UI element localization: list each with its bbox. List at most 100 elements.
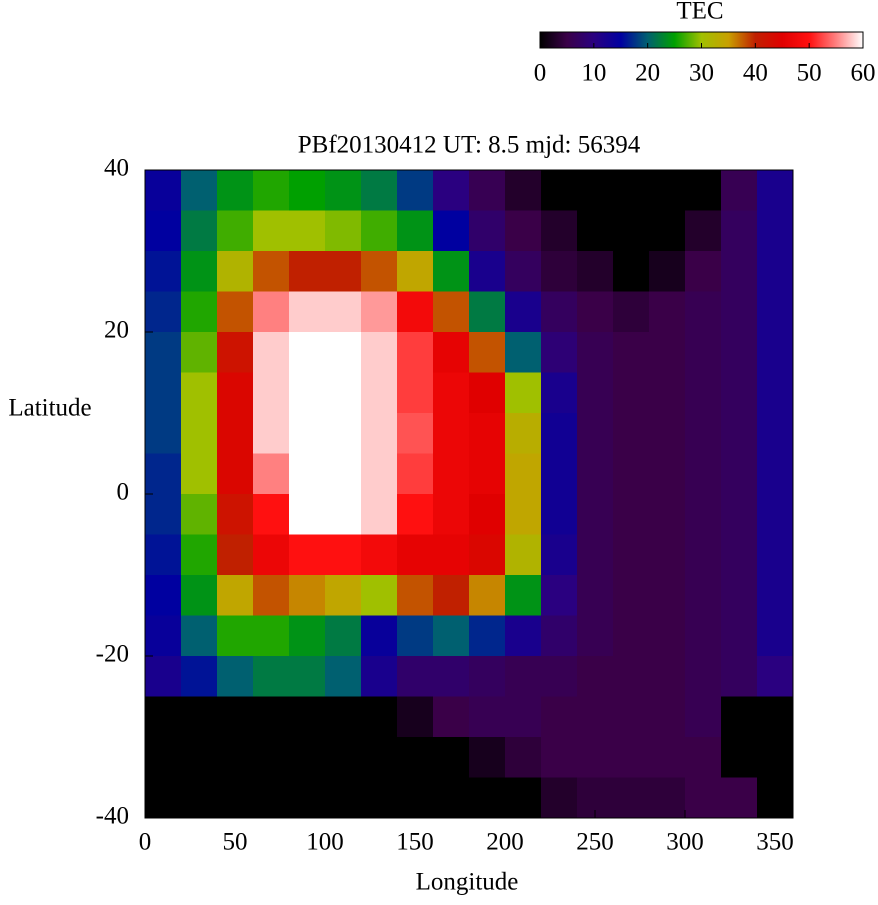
heatmap-cell [577,170,614,211]
heatmap-cell [577,251,614,292]
heatmap-cell [685,413,722,454]
heatmap-cell [541,656,578,697]
heatmap-cell [181,656,218,697]
heatmap-cell [613,251,650,292]
heatmap-cell [505,777,542,819]
heatmap-cell [181,170,218,211]
heatmap-cell [469,210,506,252]
heatmap-cell [145,737,182,778]
heatmap-cell [469,494,506,535]
heatmap-cell [181,534,218,576]
heatmap-cell [577,494,614,535]
heatmap-cell [613,413,650,454]
heatmap-cell [649,696,686,738]
heatmap-cell [721,453,758,495]
heatmap-cell [361,534,398,576]
heatmap-cell [289,372,326,414]
chart-title: PBf20130412 UT: 8.5 mjd: 56394 [298,132,641,159]
heatmap-cell [289,413,326,454]
heatmap-cell [289,615,326,657]
heatmap-cell [145,372,182,414]
heatmap-cell [181,291,218,333]
heatmap-cell [757,372,794,414]
heatmap-cell [361,656,398,697]
y-tick-label: 0 [117,479,130,506]
y-tick-label: 40 [104,155,129,182]
heatmap-cell [325,453,362,495]
heatmap-cell [145,453,182,495]
heatmap-cell [253,210,290,252]
heatmap-cell [685,777,722,819]
heatmap-cell [469,413,506,454]
heatmap-cell [289,777,326,819]
heatmap-cell [397,210,434,252]
heatmap-cell [649,534,686,576]
heatmap-cell [217,615,254,657]
heatmap-cell [577,332,614,373]
colorbar-tick-label: 30 [689,60,714,87]
heatmap-cell [505,453,542,495]
heatmap-cell [145,251,182,292]
heatmap-cell [757,210,794,252]
heatmap-cell [577,656,614,697]
heatmap-cell [721,251,758,292]
heatmap-cell [289,251,326,292]
heatmap-cell [505,494,542,535]
heatmap-cell [289,494,326,535]
heatmap-cell [649,575,686,616]
heatmap-cell [613,696,650,738]
heatmap-cell [289,210,326,252]
heatmap-cell [649,777,686,819]
colorbar-tick-label: 60 [851,60,876,87]
heatmap-cell [541,737,578,778]
heatmap-cell [649,251,686,292]
heatmap-cell [649,494,686,535]
heatmap-cell [577,291,614,333]
heatmap-cell [217,332,254,373]
heatmap-cell [361,777,398,819]
heatmap-cell [433,777,470,819]
heatmap-cell [721,413,758,454]
heatmap-cell [145,575,182,616]
heatmap-cell [289,453,326,495]
heatmap-cell [649,291,686,333]
x-tick-label: 50 [223,829,248,856]
heatmap-cell [325,413,362,454]
heatmap-cell [397,534,434,576]
heatmap-cell [505,534,542,576]
heatmap-cell [541,615,578,657]
heatmap-cell [649,210,686,252]
heatmap-cell [505,332,542,373]
heatmap-cell [253,777,290,819]
heatmap-cell [397,696,434,738]
heatmap-cell [433,372,470,414]
heatmap-cell [649,413,686,454]
heatmap-cell [253,413,290,454]
x-tick-label: 250 [576,829,614,856]
heatmap-cell [361,170,398,211]
heatmap-cell [757,575,794,616]
heatmap-cell [181,737,218,778]
heatmap-cell [181,494,218,535]
heatmap-cell [217,494,254,535]
heatmap-cell [181,575,218,616]
heatmap-cell [469,534,506,576]
heatmap-cell [217,696,254,738]
heatmap-cell [253,251,290,292]
x-tick-label: 0 [139,829,152,856]
heatmap-cell [721,332,758,373]
heatmap-cell [217,210,254,252]
heatmap-cell [361,615,398,657]
heatmap-cell [145,291,182,333]
heatmap-cell [253,696,290,738]
heatmap-cell [433,210,470,252]
heatmap-cell [577,210,614,252]
x-tick-label: 300 [666,829,704,856]
heatmap-cell [685,494,722,535]
heatmap-cell [397,372,434,414]
heatmap-cell [541,534,578,576]
heatmap-cell [145,332,182,373]
heatmap-cell [181,251,218,292]
heatmap-cell [145,170,182,211]
heatmap-cell [361,210,398,252]
